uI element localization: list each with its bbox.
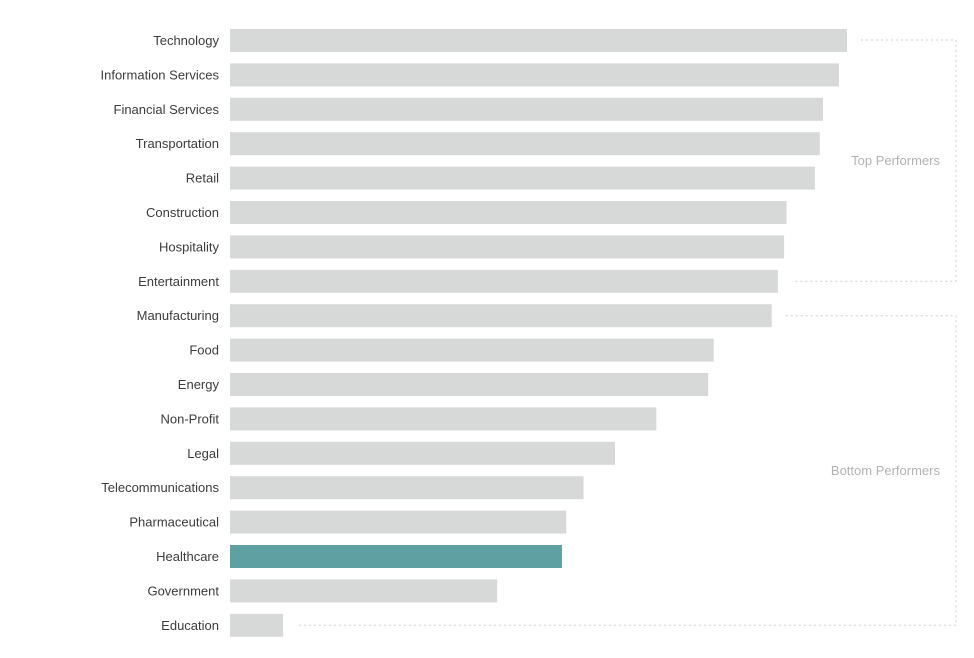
category-label-retail: Retail [186, 171, 219, 186]
bar-manufacturing [230, 304, 772, 328]
bar-non-profit [230, 407, 657, 431]
bar-energy [230, 373, 709, 396]
category-label-non-profit: Non-Profit [160, 411, 219, 426]
bar-food [230, 338, 714, 362]
bar-hospitality [230, 235, 785, 259]
category-label-healthcare: Healthcare [156, 549, 219, 564]
category-label-technology: Technology [153, 33, 219, 48]
category-label-information-services: Information Services [101, 67, 220, 82]
bar-retail [230, 166, 815, 190]
bar-telecommunications [230, 476, 584, 500]
category-label-financial-services: Financial Services [114, 102, 220, 117]
bar-information-services [230, 63, 839, 87]
category-label-government: Government [147, 583, 219, 598]
bar-government [230, 579, 498, 603]
category-label-manufacturing: Manufacturing [137, 308, 219, 323]
bracket-top-performers [791, 39, 957, 282]
bracket-bottom-performers [297, 315, 957, 626]
bars [230, 29, 847, 637]
category-label-energy: Energy [178, 377, 220, 392]
group-label-top-performers: Top Performers [851, 153, 940, 168]
group-brackets: Top Performers Bottom Performers [297, 39, 957, 626]
bar-healthcare [230, 545, 562, 568]
bar-construction [230, 201, 787, 224]
bar-education [230, 613, 284, 637]
bar-entertainment [230, 269, 778, 293]
group-label-bottom-performers: Bottom Performers [831, 463, 941, 478]
category-label-construction: Construction [146, 205, 219, 220]
bar-transportation [230, 132, 820, 156]
bar-legal [230, 441, 616, 465]
category-labels: Technology Information Services Financial … [101, 33, 220, 633]
category-label-transportation: Transportation [136, 136, 219, 151]
category-label-food: Food [189, 343, 219, 358]
category-label-education: Education [161, 618, 219, 633]
bar-pharmaceutical [230, 510, 567, 534]
category-label-hospitality: Hospitality [159, 239, 219, 254]
bar-financial-services [230, 97, 823, 121]
bar-technology [230, 29, 847, 52]
category-label-entertainment: Entertainment [138, 274, 219, 289]
category-label-legal: Legal [187, 446, 219, 461]
category-label-pharmaceutical: Pharmaceutical [129, 515, 219, 530]
category-label-telecommunications: Telecommunications [101, 480, 219, 495]
